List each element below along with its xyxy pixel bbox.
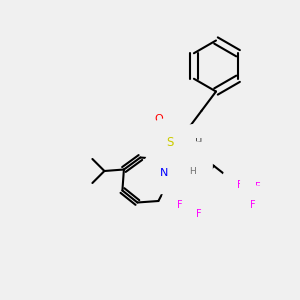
Text: S: S: [167, 136, 174, 149]
Text: F: F: [196, 209, 202, 219]
Text: O: O: [154, 114, 163, 124]
Text: F: F: [255, 182, 260, 192]
Text: H: H: [190, 167, 196, 176]
Text: N: N: [160, 167, 169, 178]
Text: H: H: [195, 138, 203, 148]
Text: F: F: [250, 200, 256, 210]
Text: F: F: [177, 200, 182, 210]
Text: F: F: [237, 180, 242, 190]
Text: S: S: [168, 144, 175, 154]
Text: N: N: [187, 144, 196, 154]
Text: F: F: [187, 188, 193, 198]
Text: N: N: [188, 158, 196, 168]
